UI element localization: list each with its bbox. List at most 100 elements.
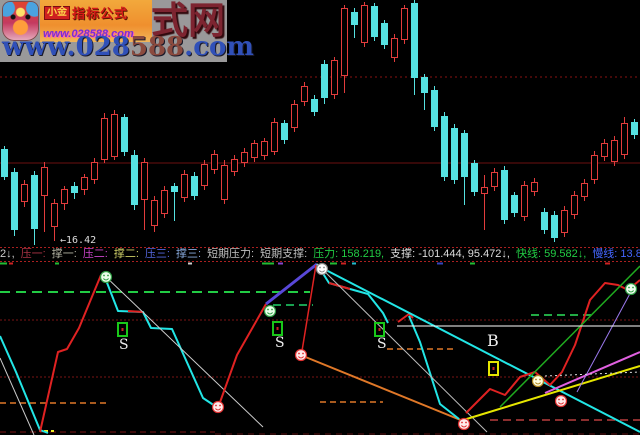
green-diag	[499, 265, 640, 408]
watermark-url-part2: 588	[129, 32, 185, 62]
candle-body-down	[311, 99, 318, 112]
indicator-label: 压力: 158.219,	[313, 248, 385, 260]
indicator-label: 撑二:	[113, 248, 139, 260]
cyan-fall-2	[316, 263, 389, 324]
smiley-eye	[219, 404, 221, 407]
smiley-eye	[562, 398, 564, 401]
smiley-mouth	[319, 270, 325, 273]
smiley-eye	[558, 398, 560, 401]
candle-body-down	[631, 122, 638, 135]
white-diag-1	[103, 274, 264, 428]
smiley-eye	[461, 421, 463, 424]
signal-square	[374, 322, 385, 337]
smiley-eye	[107, 274, 109, 277]
smiley-icon	[294, 348, 308, 362]
candle-body-up	[251, 143, 258, 158]
red-rise-2	[218, 303, 267, 406]
watermark-prefix-badge: 小金	[44, 5, 70, 20]
candle-body-up	[221, 165, 228, 200]
indicator-label: 压一:	[20, 248, 46, 260]
candle-body-down	[281, 123, 288, 140]
candle-body-up	[101, 118, 108, 160]
indicator-label: 短期支撑:	[260, 248, 308, 260]
candle-body-up	[481, 187, 488, 194]
red-rise-2b	[301, 264, 317, 352]
candle-body-down	[431, 90, 438, 127]
candle-body-down	[451, 128, 458, 180]
smiley-mouth	[298, 356, 304, 359]
red-spike	[397, 313, 414, 323]
indicator-label: 快线: 59.582↓,	[515, 248, 587, 260]
cyan-left-fall	[0, 335, 49, 434]
signal-letter: B	[487, 331, 499, 350]
indicator-label: 压三:	[144, 248, 170, 260]
white-dotted-horizontal	[544, 371, 640, 377]
candle-body-down	[121, 117, 128, 152]
indicator-label-bar[interactable]: 2↓, 压一: 撑一: 压二: 撑二: 压三: 撑三: 短期压力: 短期支撑: 压力: 158.2…	[0, 248, 640, 261]
smiley-eye	[535, 378, 537, 381]
smiley-eye	[103, 274, 105, 277]
signal-square	[117, 322, 128, 337]
candle-body-down	[351, 12, 358, 25]
candle-body-up	[401, 8, 408, 40]
candle-body-up	[21, 184, 28, 202]
candle-body-down	[131, 155, 138, 205]
candle-body-down	[411, 3, 418, 78]
smiley-eye	[319, 266, 321, 269]
cyan-fall-1	[103, 274, 216, 407]
candle-body-up	[61, 189, 68, 204]
candle-body-up	[361, 5, 368, 43]
smiley-eye	[632, 286, 634, 289]
candle-body-down	[71, 186, 78, 193]
smiley-eye	[267, 308, 269, 311]
indicator-label: 压二:	[82, 248, 108, 260]
candle-body-up	[141, 162, 148, 200]
indicator-label: 短期压力:	[207, 248, 255, 260]
candle-body-up	[41, 167, 48, 196]
smiley-icon	[263, 304, 277, 318]
smiley-icon	[99, 270, 113, 284]
signal-letter: S	[377, 336, 387, 352]
smiley-mouth	[535, 382, 541, 385]
smiley-mouth	[461, 425, 467, 428]
candle-body-down	[421, 77, 428, 93]
magenta-diag	[544, 351, 640, 394]
candle-body-down	[31, 175, 38, 229]
candle-body-down	[501, 170, 508, 220]
candle-body-down	[321, 64, 328, 98]
candle-body-up	[521, 185, 528, 217]
candle-body-up	[561, 210, 568, 233]
candle-body-up	[621, 123, 628, 155]
smiley-icon	[554, 394, 568, 408]
candle-body-down	[1, 149, 8, 177]
signal-square-dot	[378, 328, 381, 331]
candle-body-down	[191, 176, 198, 196]
indicator-label: 2↓,	[0, 248, 15, 260]
mask-logo-icon	[2, 1, 39, 41]
candle-body-down	[441, 116, 448, 177]
candle-body-up	[491, 172, 498, 187]
watermark-title: 指标公式	[72, 6, 129, 21]
low-price-annotation: ←16.42	[60, 235, 97, 246]
gray-diag-2	[316, 263, 488, 433]
watermark-banner: 小金 指标公式 www.028588.com	[40, 0, 152, 42]
candle-body-up	[241, 152, 248, 163]
smiley-icon	[457, 417, 471, 431]
orange-diag	[302, 355, 464, 422]
candle-body-up	[161, 190, 168, 214]
watermark-url-part3: .com	[184, 32, 254, 62]
white-left-diag	[0, 357, 35, 435]
watermark-url-small: www.028588.com	[43, 28, 134, 40]
candle-body-down	[371, 6, 378, 37]
candle-body-up	[571, 195, 578, 215]
smiley-mouth	[103, 278, 109, 281]
smiley-eye	[539, 378, 541, 381]
candle-body-up	[271, 122, 278, 152]
candle-body-up	[581, 183, 588, 197]
smiley-mouth	[215, 408, 221, 411]
candle-body-down	[471, 163, 478, 192]
smiley-eye	[323, 266, 325, 269]
candle-body-up	[601, 143, 608, 157]
signal-letter: S	[119, 337, 129, 353]
